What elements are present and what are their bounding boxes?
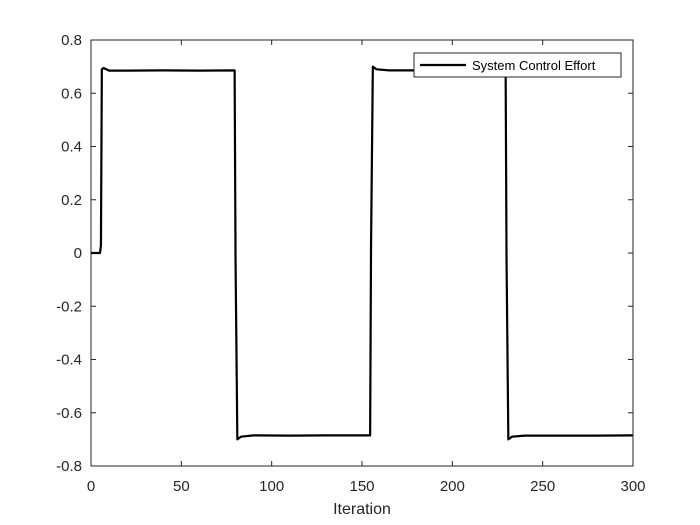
y-tick-label: -0.4 <box>56 352 82 369</box>
x-tick-label: 300 <box>620 478 645 495</box>
legend: System Control Effort <box>413 52 622 78</box>
plot-frame <box>90 39 634 467</box>
y-tick-label: 0.2 <box>61 192 82 209</box>
x-tick-label: 100 <box>259 478 284 495</box>
x-tick-label: 0 <box>87 478 95 495</box>
y-tick-label: 0.6 <box>61 85 82 102</box>
y-tick-label: -0.2 <box>56 298 82 315</box>
x-tick-label: 50 <box>173 478 190 495</box>
y-tick-label: 0 <box>74 245 82 262</box>
x-tick-label: 200 <box>440 478 465 495</box>
y-tick-label: -0.6 <box>56 405 82 422</box>
x-tick-label: 150 <box>349 478 374 495</box>
x-tick-label: 250 <box>530 478 555 495</box>
legend-label: System Control Effort <box>472 58 596 73</box>
plot-area <box>91 40 633 466</box>
series-line <box>91 65 634 441</box>
y-tick-label: 0.4 <box>61 139 82 156</box>
y-tick-label: -0.8 <box>56 458 82 475</box>
y-tick-label: 0.8 <box>61 32 82 49</box>
x-axis-label: Iteration <box>333 501 391 518</box>
tick-labels: 0 50 100 150 200 250 300 0.8 0.6 0.4 0.2 0 -0.2 -0.4 -… <box>56 32 645 495</box>
